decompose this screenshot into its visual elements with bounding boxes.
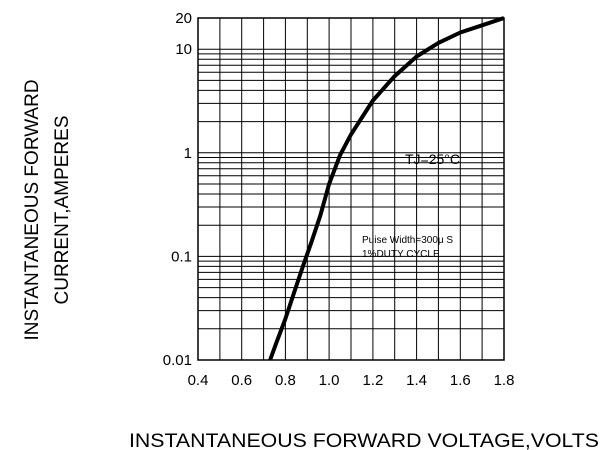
x-tick-label: 0.4	[188, 372, 209, 389]
pulse-width-annotation: Puise Width=300μ S	[362, 235, 453, 246]
tj-annotation: TJ=25°C	[405, 151, 460, 167]
x-tick-label: 1.0	[319, 372, 340, 389]
y-axis-label-line1: INSTANTANEOUS FORWARD	[22, 79, 43, 340]
x-tick-label: 0.6	[231, 372, 252, 389]
plot-frame	[197, 17, 505, 361]
x-tick-label: 1.8	[494, 372, 515, 389]
y-tick-label: 1	[184, 145, 192, 162]
x-axis-label: INSTANTANEOUS FORWARD VOLTAGE,VOLTS	[129, 431, 599, 450]
x-tick-label: 0.8	[275, 372, 296, 389]
y-axis-label-line2: CURRENT,AMPERES	[52, 116, 73, 305]
x-tick-label: 1.4	[406, 372, 427, 389]
forward-current-curve	[268, 16, 505, 361]
x-tick-label: 1.2	[362, 372, 383, 389]
y-tick-label: 10	[175, 41, 192, 58]
tick-labels: 0.4 0.6 0.8 1.0 1.2 1.4 1.6 1.8 0.01 0.1 1 10 20	[163, 10, 515, 389]
y-tick-label: 20	[175, 10, 192, 27]
y-tick-label: 0.01	[163, 352, 192, 369]
grid	[198, 17, 504, 360]
x-tick-label: 1.6	[450, 372, 471, 389]
y-tick-label: 0.1	[171, 248, 192, 265]
duty-cycle-annotation: 1%DUTY CYCLE	[362, 249, 440, 260]
